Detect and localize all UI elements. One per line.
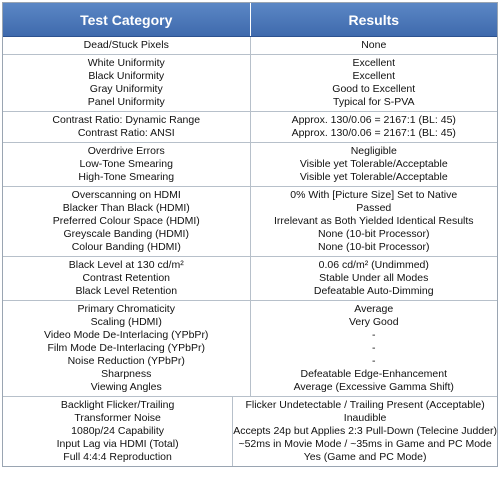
category-cell: Black Level Retention (75, 285, 178, 297)
table-header: Test Category Results (3, 3, 497, 37)
category-cell: Low-Tone Smearing (79, 158, 173, 170)
category-column: Dead/Stuck Pixels (3, 37, 251, 54)
result-cell: ~52ms in Movie Mode / ~35ms in Game and … (238, 438, 492, 450)
row-group: Overscanning on HDMI Blacker Than Black (… (3, 186, 497, 256)
result-cell: - (372, 329, 376, 341)
category-column: Black Level at 130 cd/m² Contrast Retenti… (3, 257, 251, 300)
category-column: Contrast Ratio: Dynamic Range Contrast Ra… (3, 112, 251, 142)
result-cell: Defeatable Auto-Dimming (313, 285, 434, 297)
result-cell: Flicker Undetectable / Trailing Present … (245, 399, 485, 411)
result-column: Excellent Excellent Good to Excellent Typic… (251, 57, 498, 109)
row-group: Dead/Stuck Pixels None (3, 37, 497, 54)
result-cell: Defeatable Edge-Enhancement (300, 368, 448, 380)
category-cell: Transformer Noise (74, 412, 161, 424)
result-cell: 0% With [Picture Size] Set to Native (290, 189, 458, 201)
result-cell: Yes (Game and PC Mode) (303, 451, 427, 463)
category-cell: Blacker Than Black (HDMI) (62, 202, 190, 214)
result-cell: Approx. 130/0.06 = 2167:1 (BL: 45) (291, 127, 456, 139)
result-cell: - (372, 342, 376, 354)
result-cell: None (10-bit Processor) (318, 228, 430, 240)
category-cell: Input Lag via HDMI (Total) (56, 438, 179, 450)
result-column: Average Very Good - - - Defeatable Edge-Enhan… (251, 303, 498, 394)
result-cell: Excellent (352, 70, 396, 82)
header-test-category: Test Category (3, 3, 251, 36)
category-cell: 1080p/24 Capability (71, 425, 164, 437)
category-column: Overdrive Errors Low-Tone Smearing High-To… (3, 143, 251, 186)
result-cell: Inaudible (343, 412, 387, 424)
result-cell: Visible yet Tolerable/Acceptable (299, 171, 448, 183)
category-cell: Dead/Stuck Pixels (83, 39, 169, 51)
result-cell: None (361, 39, 387, 51)
table-body: Dead/Stuck Pixels None White Uniformity Bla… (3, 37, 497, 466)
result-cell: - (372, 355, 376, 367)
category-cell: Scaling (HDMI) (90, 316, 162, 328)
result-cell: 0.06 cd/m² (Undimmed) (318, 259, 429, 271)
result-cell: Accepts 24p but Applies 2:3 Pull-Down (T… (233, 425, 497, 437)
category-column: Overscanning on HDMI Blacker Than Black (… (3, 187, 251, 256)
result-cell: Negligible (350, 145, 397, 157)
category-cell: Greyscale Banding (HDMI) (63, 228, 189, 240)
category-cell: Full 4:4:4 Reproduction (63, 451, 172, 463)
category-cell: Backlight Flicker/Trailing (60, 399, 175, 411)
row-group: Black Level at 130 cd/m² Contrast Retenti… (3, 256, 497, 300)
category-cell: Overscanning on HDMI (71, 189, 181, 201)
result-cell: Passed (356, 202, 392, 214)
category-cell: Noise Reduction (YPbPr) (67, 355, 185, 367)
result-cell: Average (Excessive Gamma Shift) (293, 381, 454, 393)
category-cell: Contrast Ratio: Dynamic Range (52, 114, 201, 126)
category-cell: Black Level at 130 cd/m² (68, 259, 184, 271)
category-cell: Sharpness (101, 368, 152, 380)
result-cell: Visible yet Tolerable/Acceptable (299, 158, 448, 170)
result-cell: Very Good (348, 316, 399, 328)
category-column: Backlight Flicker/Trailing Transformer No… (3, 397, 234, 466)
result-cell: Excellent (352, 57, 396, 69)
category-cell: Overdrive Errors (87, 145, 165, 157)
result-cell: Stable Under all Modes (319, 272, 429, 284)
result-column: 0.06 cd/m² (Undimmed) Stable Under all Mo… (251, 259, 498, 298)
category-cell: Film Mode De-Interlacing (YPbPr) (47, 342, 206, 354)
result-cell: Good to Excellent (332, 83, 416, 95)
result-cell: Approx. 130/0.06 = 2167:1 (BL: 45) (291, 114, 456, 126)
category-cell: Black Uniformity (88, 70, 165, 82)
result-column: Flicker Undetectable / Trailing Present … (233, 399, 497, 464)
result-cell: Average (354, 303, 394, 315)
result-cell: Typical for S-PVA (333, 96, 415, 108)
row-group: White Uniformity Black Uniformity Gray Uni… (3, 54, 497, 111)
category-cell: Viewing Angles (90, 381, 162, 393)
category-cell: White Uniformity (87, 57, 165, 69)
results-table: Test Category Results Dead/Stuck Pixels N… (2, 2, 498, 467)
category-cell: Primary Chromaticity (77, 303, 175, 315)
header-results: Results (348, 11, 400, 28)
row-group: Primary Chromaticity Scaling (HDMI) Video … (3, 300, 497, 396)
row-group: Contrast Ratio: Dynamic Range Contrast Ra… (3, 111, 497, 142)
category-cell: Contrast Ratio: ANSI (77, 127, 175, 139)
row-group: Overdrive Errors Low-Tone Smearing High-To… (3, 142, 497, 186)
category-cell: Panel Uniformity (87, 96, 165, 108)
category-cell: Preferred Colour Space (HDMI) (52, 215, 200, 227)
result-cell: Irrelevant as Both Yielded Identical Res… (273, 215, 474, 227)
result-cell: None (10-bit Processor) (318, 241, 430, 253)
category-cell: Gray Uniformity (89, 83, 163, 95)
category-cell: Colour Banding (HDMI) (71, 241, 181, 253)
category-cell: Video Mode De-Interlacing (YPbPr) (44, 329, 209, 341)
result-column: Approx. 130/0.06 = 2167:1 (BL: 45) Approx… (251, 114, 498, 140)
category-cell: High-Tone Smearing (78, 171, 175, 183)
result-column: Negligible Visible yet Tolerable/Acceptab… (251, 145, 498, 184)
category-column: White Uniformity Black Uniformity Gray Uni… (3, 55, 251, 111)
category-column: Primary Chromaticity Scaling (HDMI) Video … (3, 301, 251, 396)
result-column: 0% With [Picture Size] Set to Native Pass… (251, 189, 498, 254)
category-cell: Contrast Retention (82, 272, 171, 284)
result-column: None (251, 39, 498, 52)
row-group: Backlight Flicker/Trailing Transformer No… (3, 396, 497, 466)
